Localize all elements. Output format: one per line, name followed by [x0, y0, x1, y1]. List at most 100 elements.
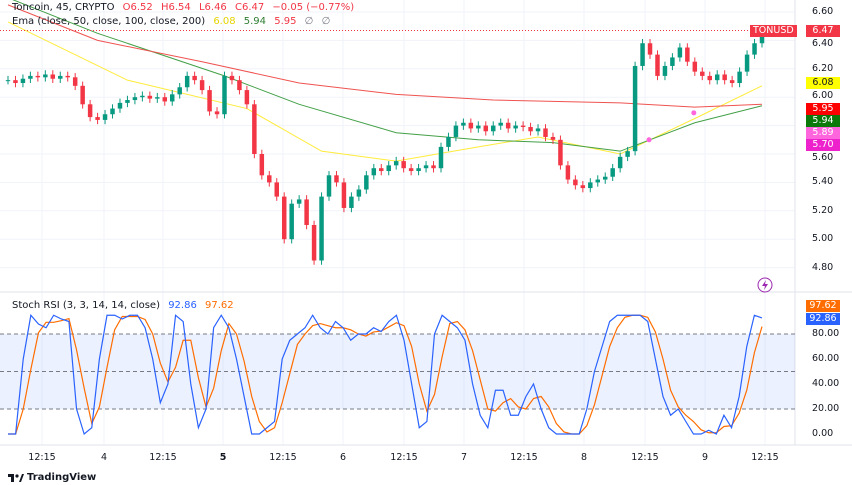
candle-body	[647, 43, 653, 55]
candle-body	[468, 122, 474, 129]
candle-body	[752, 43, 757, 55]
candle-body	[43, 74, 48, 78]
candle-body	[617, 156, 623, 169]
candle-body	[155, 97, 160, 99]
ema-legend: Ema (close, 50, close, 100, close, 200) …	[12, 16, 335, 28]
candle-body	[177, 87, 182, 95]
candle-body	[446, 136, 451, 147]
candle-body	[722, 74, 727, 81]
price-axis-label: 5.00	[812, 233, 834, 245]
candle-body	[274, 182, 279, 197]
candle-body	[65, 75, 70, 78]
candle-body	[95, 117, 100, 120]
rsi-axis-label: 60.00	[812, 353, 840, 364]
ema-100-line	[12, 0, 763, 152]
ema-label: Ema (close, 50, close, 100, close, 200)	[12, 16, 206, 27]
candle-body	[356, 189, 362, 197]
candle-body	[364, 175, 369, 190]
rsi-tag: 92.86	[806, 313, 840, 325]
candle-body	[565, 165, 571, 180]
price-tag: 5.95	[806, 103, 840, 115]
candle-body	[453, 125, 459, 137]
candle-body	[222, 75, 227, 115]
candle-body	[580, 185, 586, 189]
time-axis-label: 12:15	[149, 452, 177, 463]
candle-body	[13, 80, 18, 83]
candle-body	[237, 80, 242, 91]
symbol-info: Toncoin, 45, CRYPTO	[12, 2, 115, 13]
candle-body	[543, 128, 548, 137]
candle-body	[214, 111, 220, 115]
candle-body	[379, 168, 384, 172]
candle-body	[386, 165, 391, 172]
price-axis-label: 5.40	[812, 176, 834, 188]
candle-body	[408, 168, 414, 172]
tradingview-logo[interactable]: TradingView	[8, 472, 96, 483]
candle-body	[714, 74, 720, 81]
open-value: O6.52	[122, 2, 153, 13]
candle-body	[80, 85, 85, 105]
na-value: ∅	[321, 16, 331, 27]
candle-body	[259, 154, 265, 176]
price-axis-label: 5.60	[812, 152, 834, 163]
rsi-axis-label: 20.00	[812, 403, 840, 414]
candle-body	[58, 75, 63, 79]
candle-body	[147, 95, 153, 99]
candle-body	[110, 108, 115, 115]
rsi-k-value: 92.86	[168, 300, 197, 311]
price-axis-label: 6.00	[812, 90, 834, 101]
candle-body	[229, 75, 235, 81]
price-tag: 5.94	[806, 115, 840, 127]
candle-body	[326, 175, 332, 197]
candle-body	[334, 175, 339, 183]
candle-body	[558, 139, 563, 166]
candle-body	[341, 182, 347, 208]
candle-body	[192, 75, 197, 81]
high-value: H6.54	[160, 2, 191, 13]
ema-cross-dot	[646, 137, 652, 143]
candle-body	[602, 176, 608, 180]
ema-200-line	[7, 4, 763, 108]
price-tag: 5.89	[806, 127, 840, 139]
candle-body	[125, 100, 130, 103]
price-axis-label: 6.20	[812, 62, 834, 74]
price-axis-label: 5.20	[812, 204, 834, 216]
ema50-value: 6.08	[213, 16, 236, 27]
time-axis-label: 5	[219, 452, 227, 463]
candle-body	[655, 54, 660, 76]
price-legend: Toncoin, 45, CRYPTO O6.52 H6.54 L6.46 C6…	[12, 2, 359, 14]
candle-body	[281, 196, 287, 240]
candle-body	[573, 179, 578, 186]
candle-body	[319, 196, 324, 261]
price-tag: 6.08	[806, 77, 840, 89]
ema200-value: 5.95	[274, 16, 297, 27]
candle-body	[72, 77, 78, 86]
time-axis-label: 12:15	[510, 452, 538, 463]
rsi-axis-label: 0.00	[812, 428, 834, 439]
candle-body	[20, 78, 26, 83]
candle-body	[438, 146, 444, 169]
time-axis-label: 4	[100, 452, 108, 463]
candle-body	[296, 199, 302, 204]
candle-body	[737, 71, 742, 83]
candle-body	[677, 47, 683, 58]
candle-body	[140, 95, 145, 98]
ema-50-line	[7, 21, 763, 162]
time-axis-label: 12:15	[28, 452, 56, 463]
candle-body	[662, 65, 668, 76]
change-value: −0.05 (−0.77%)	[272, 2, 355, 13]
ema100-value: 5.94	[243, 16, 267, 27]
candle-body	[640, 43, 645, 66]
candle-body	[513, 125, 518, 129]
candle-body	[550, 136, 556, 140]
time-axis-label: 6	[339, 452, 347, 463]
candle-body	[35, 75, 41, 78]
candle-body	[132, 97, 138, 101]
time-axis-label: 12:15	[751, 452, 779, 463]
candle-body	[498, 122, 503, 126]
candle-body	[252, 104, 257, 154]
candle-body	[162, 97, 168, 102]
candle-body	[610, 168, 615, 177]
